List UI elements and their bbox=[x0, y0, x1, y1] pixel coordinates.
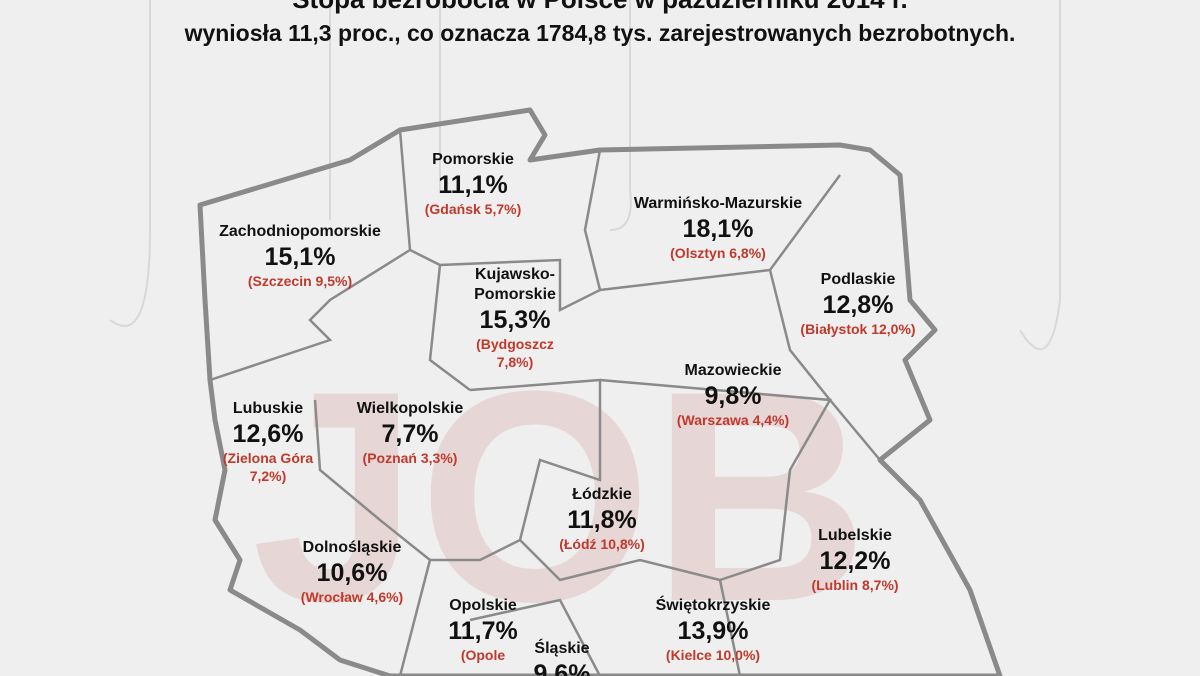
capital-rate: (Gdańsk 5,7%) bbox=[424, 201, 522, 217]
capital-rate: (Łódź 10,8%) bbox=[559, 536, 645, 552]
region-rate: 13,9% bbox=[677, 617, 749, 645]
capital-rate: (Wrocław 4,6%) bbox=[300, 589, 404, 605]
region-rate: 9,8% bbox=[704, 382, 762, 410]
region-name: Mazowieckie bbox=[684, 362, 782, 379]
region-label: Mazowieckie 9,8% (Warszawa 4,4%) bbox=[653, 361, 813, 429]
title: Stopa bezrobocia w Polsce w październiku… bbox=[0, 0, 1200, 15]
region-rate: 7,7% bbox=[381, 420, 439, 448]
region-rate: 9,6% bbox=[533, 660, 591, 676]
region-rate: 11,7% bbox=[448, 617, 518, 645]
region-label: Lubelskie 12,2% (Lublin 8,7%) bbox=[775, 526, 935, 594]
region-label: Zachodniopomorskie 15,1% (Szczecin 9,5%) bbox=[180, 222, 420, 290]
region-label: Kujawsko-Pomorskie 15,3% (Bydgoszcz 7,8%) bbox=[460, 265, 570, 371]
region-label: Opolskie 11,7% (Opole bbox=[433, 596, 533, 664]
region-name: Dolnośląskie bbox=[302, 539, 402, 556]
region-label: Pomorskie 11,1% (Gdańsk 5,7%) bbox=[363, 150, 583, 218]
capital-rate: (Lublin 8,7%) bbox=[811, 577, 899, 593]
capital-rate: (Szczecin 9,5%) bbox=[247, 273, 353, 289]
region-rate: 10,6% bbox=[316, 559, 388, 587]
region-name: Warmińsko-Mazurskie bbox=[633, 195, 803, 212]
region-rate: 12,6% bbox=[232, 420, 304, 448]
region-rate: 12,8% bbox=[822, 291, 894, 319]
capital-rate: (Kielce 10,0%) bbox=[665, 647, 761, 663]
capital-rate: (Bydgoszcz 7,8%) bbox=[476, 336, 554, 370]
hooks bbox=[109, 0, 1061, 351]
subtitle: wyniosła 11,3 proc., co oznacza 1784,8 t… bbox=[184, 20, 1016, 46]
region-name: Wielkopolskie bbox=[356, 400, 464, 417]
capital-rate: (Opole bbox=[460, 647, 506, 663]
capital-rate: (Olsztyn 6,8%) bbox=[670, 245, 766, 261]
region-name: Opolskie bbox=[449, 597, 517, 614]
region-name: Lubuskie bbox=[232, 400, 304, 417]
capital-rate: (Zielona Góra 7,2%) bbox=[222, 450, 314, 484]
region-label: Warmińsko-Mazurskie 18,1% (Olsztyn 6,8%) bbox=[598, 194, 838, 262]
region-name: Kujawsko-Pomorskie bbox=[474, 266, 556, 303]
capital-rate: (Białystok 12,0%) bbox=[800, 321, 916, 337]
region-label: Świętokrzyskie 13,9% (Kielce 10,0%) bbox=[633, 596, 793, 664]
region-rate: 11,1% bbox=[438, 171, 508, 199]
region-rate: 15,1% bbox=[264, 243, 336, 271]
region-name: Zachodniopomorskie bbox=[219, 223, 381, 240]
capital-rate: (Warszawa 4,4%) bbox=[676, 412, 790, 428]
region-label: Łódzkie 11,8% (Łódź 10,8%) bbox=[522, 485, 682, 553]
region-borders bbox=[209, 129, 881, 676]
region-name: Lubelskie bbox=[818, 527, 892, 544]
region-name: Śląskie bbox=[534, 640, 590, 657]
region-rate: 12,2% bbox=[819, 547, 891, 575]
capital-rate: (Poznań 3,3%) bbox=[362, 450, 458, 466]
region-name: Świętokrzyskie bbox=[655, 597, 771, 614]
region-name: Łódzkie bbox=[572, 486, 632, 503]
region-label: Wielkopolskie 7,7% (Poznań 3,3%) bbox=[330, 399, 490, 467]
region-name: Pomorskie bbox=[432, 151, 514, 168]
region-rate: 11,8% bbox=[567, 506, 637, 534]
region-label: Śląskie 9,6% bbox=[512, 639, 612, 676]
region-rate: 15,3% bbox=[479, 306, 551, 334]
region-label: Lubuskie 12,6% (Zielona Góra 7,2%) bbox=[218, 399, 318, 485]
region-name: Podlaskie bbox=[820, 271, 896, 288]
region-label: Dolnośląskie 10,6% (Wrocław 4,6%) bbox=[272, 538, 432, 606]
region-label: Podlaskie 12,8% (Białystok 12,0%) bbox=[778, 270, 938, 338]
region-rate: 18,1% bbox=[682, 215, 754, 243]
